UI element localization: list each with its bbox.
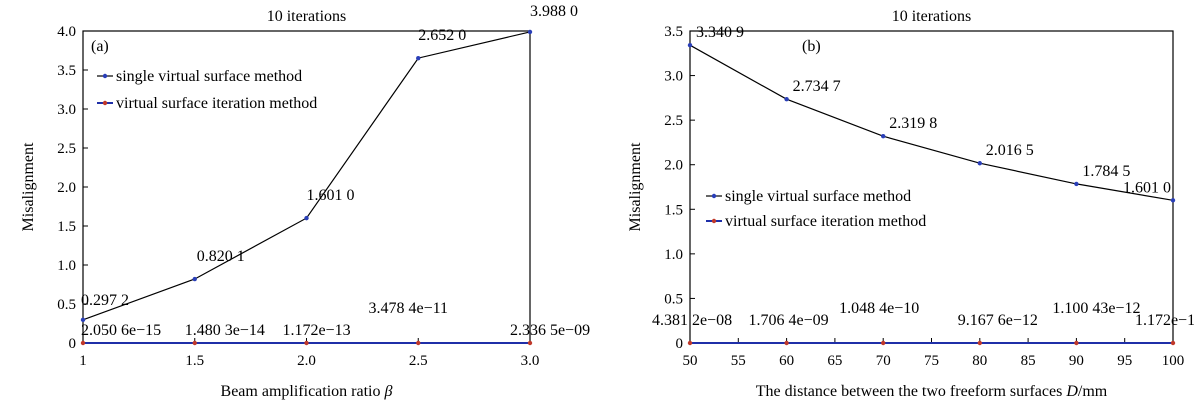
- chart2-series-1-data-label: 1.601 0: [1123, 179, 1171, 196]
- chart2-x-tick-label: 100: [1162, 353, 1185, 369]
- chart2-series-1-data-label: 2.319 8: [889, 115, 937, 132]
- chart1-series-1-data-label: 0.297 2: [81, 292, 129, 309]
- chart2-x-axis-label: The distance between the two freeform su…: [756, 383, 1108, 400]
- chart1-y-tick-label: 2.0: [57, 180, 76, 196]
- chart2-series-2-data-label: 1.706 4e−09: [749, 312, 829, 329]
- chart2-y-tick-label: 0: [676, 336, 684, 352]
- chart1-series-2-data-label: 2.336 5e−09: [510, 322, 590, 339]
- chart2-series-1-point: [784, 97, 789, 102]
- chart2-series-1-data-label: 2.016 5: [986, 142, 1034, 159]
- chart2-y-axis-label: Misalignment: [627, 142, 644, 231]
- chart1-y-tick-label: 3.5: [57, 63, 76, 79]
- chart1-series-1-point: [192, 276, 197, 282]
- chart2-y-tick-label: 2.5: [664, 113, 683, 129]
- chart2-series-1-point: [881, 134, 886, 139]
- chart1-y-tick-label: 0.5: [57, 297, 76, 313]
- chart2-x-tick-label: 95: [1117, 353, 1132, 369]
- chart2-y-tick-label: 1.0: [664, 247, 683, 263]
- chart1-series-2-data-label: 3.478 4e−11: [368, 300, 448, 317]
- chart1-y-tick-label: 1.0: [57, 258, 76, 274]
- chart1-y-axis-label: Misalignment: [20, 142, 37, 231]
- chart1-title: 10 iterations: [267, 8, 347, 25]
- chart1-series-1-data-label: 2.652 0: [418, 27, 466, 44]
- chart2-x-tick-label: 75: [924, 353, 939, 369]
- chart2-x-tick-label: 80: [972, 353, 987, 369]
- chart2-series-2-point: [977, 340, 982, 346]
- chart2-plot-frame: [689, 30, 1174, 344]
- chart2-series-2-point: [1170, 340, 1176, 346]
- chart2-x-tick-label: 65: [827, 353, 842, 369]
- chart1-series-1-data-label: 1.601 0: [307, 187, 355, 204]
- chart2-series-2-point: [687, 340, 693, 346]
- chart2-series-2-point: [784, 340, 789, 346]
- chart2-series-1-line: [689, 44, 1174, 201]
- chart2-series-2-data-label: 4.381 2e−08: [652, 312, 732, 329]
- chart1-x-tick-label: 2.0: [297, 353, 316, 369]
- chart1-series-1-point: [80, 317, 86, 323]
- chart2-series-1-data-label: 1.784 5: [1082, 163, 1130, 180]
- chart2-x-tick-label: 55: [731, 353, 746, 369]
- chart2-y-tick-label: 1.5: [664, 202, 683, 218]
- chart1-series-2-point: [416, 340, 421, 346]
- chart2-series-1-point: [1170, 198, 1176, 203]
- chart2-legend-label-1: single virtual surface method: [725, 188, 911, 205]
- chart1-series-2-point: [192, 340, 197, 346]
- chart1-series-1-data-label: 3.988 0: [530, 3, 578, 20]
- chart2-y-tick-label: 3.5: [664, 24, 683, 40]
- chart2-series-2-data-label: 1.100 43e−12: [1052, 300, 1140, 317]
- chart2-series-2-data-label: 9.167 6e−12: [958, 312, 1038, 329]
- chart2-x-tick-label: 50: [683, 353, 698, 369]
- chart1-x-tick-label: 1.5: [185, 353, 204, 369]
- chart2-panel-label: (b): [802, 38, 821, 55]
- chart1-series-2-point: [304, 340, 309, 346]
- chart2-series-2-point: [881, 340, 886, 346]
- chart2-x-tick-label: 85: [1021, 353, 1036, 369]
- chart1-series-2-data-label: 2.050 6e−15: [81, 322, 161, 339]
- chart1-legend-label-1: single virtual surface method: [116, 68, 302, 85]
- chart1-series-1-point: [304, 215, 309, 221]
- chart2-x-tick-label: 90: [1069, 353, 1084, 369]
- chart1-series-2-point: [80, 340, 86, 346]
- chart2-series-2-data-label: 1.172e−12: [1135, 312, 1194, 329]
- chart1-legend-marker-1: [102, 73, 108, 79]
- chart1-panel-label: (a): [91, 38, 109, 55]
- chart2-y-tick-label: 3.0: [664, 69, 683, 85]
- chart2-series-1-point: [687, 42, 693, 48]
- chart2-y-tick-label: 0.5: [664, 291, 683, 307]
- chart2-legend-marker-1: [711, 193, 717, 199]
- chart1-y-tick-label: 1.5: [57, 219, 76, 235]
- chart2-series-1-data-label: 3.340 9: [696, 24, 744, 41]
- chart1-x-tick-label: 2.5: [409, 353, 428, 369]
- chart2-x-tick-label: 70: [876, 353, 891, 369]
- chart2-series-1-point: [1074, 181, 1079, 187]
- chart1-series-2-data-label: 1.172e−13: [282, 322, 350, 339]
- chart2-legend-label-2: virtual surface iteration method: [725, 213, 926, 230]
- chart1-y-tick-label: 0: [69, 336, 77, 352]
- chart2-series-1-point: [977, 161, 982, 166]
- chart1-x-tick-label: 3.0: [521, 353, 540, 369]
- chart1-legend-marker-2: [102, 100, 108, 106]
- chart1-x-tick-label: 1: [79, 353, 87, 369]
- chart1-series-2-data-label: 1.480 3e−14: [185, 322, 265, 339]
- chart2-series-1-data-label: 2.734 7: [793, 78, 841, 95]
- chart1-series-1-point: [527, 29, 533, 35]
- chart2-legend-marker-2: [711, 218, 717, 224]
- chart1-series-2-point: [527, 340, 533, 346]
- chart1-y-tick-label: 4.0: [57, 24, 76, 40]
- chart2-series-2-data-label: 1.048 4e−10: [839, 300, 919, 317]
- chart2-series-2-point: [1074, 340, 1079, 346]
- chart1-legend-label-2: virtual surface iteration method: [116, 95, 317, 112]
- chart2-x-tick-label: 60: [779, 353, 794, 369]
- chart1-y-tick-label: 2.5: [57, 141, 76, 157]
- chart1-series-1-point: [416, 55, 421, 61]
- chart1-x-axis-label: Beam amplification ratio β: [221, 383, 393, 400]
- chart2-y-tick-label: 2.0: [664, 158, 683, 174]
- chart2-title: 10 iterations: [892, 8, 972, 25]
- chart1-y-tick-label: 3.0: [57, 102, 76, 118]
- chart1-series-1-data-label: 0.820 1: [197, 248, 245, 265]
